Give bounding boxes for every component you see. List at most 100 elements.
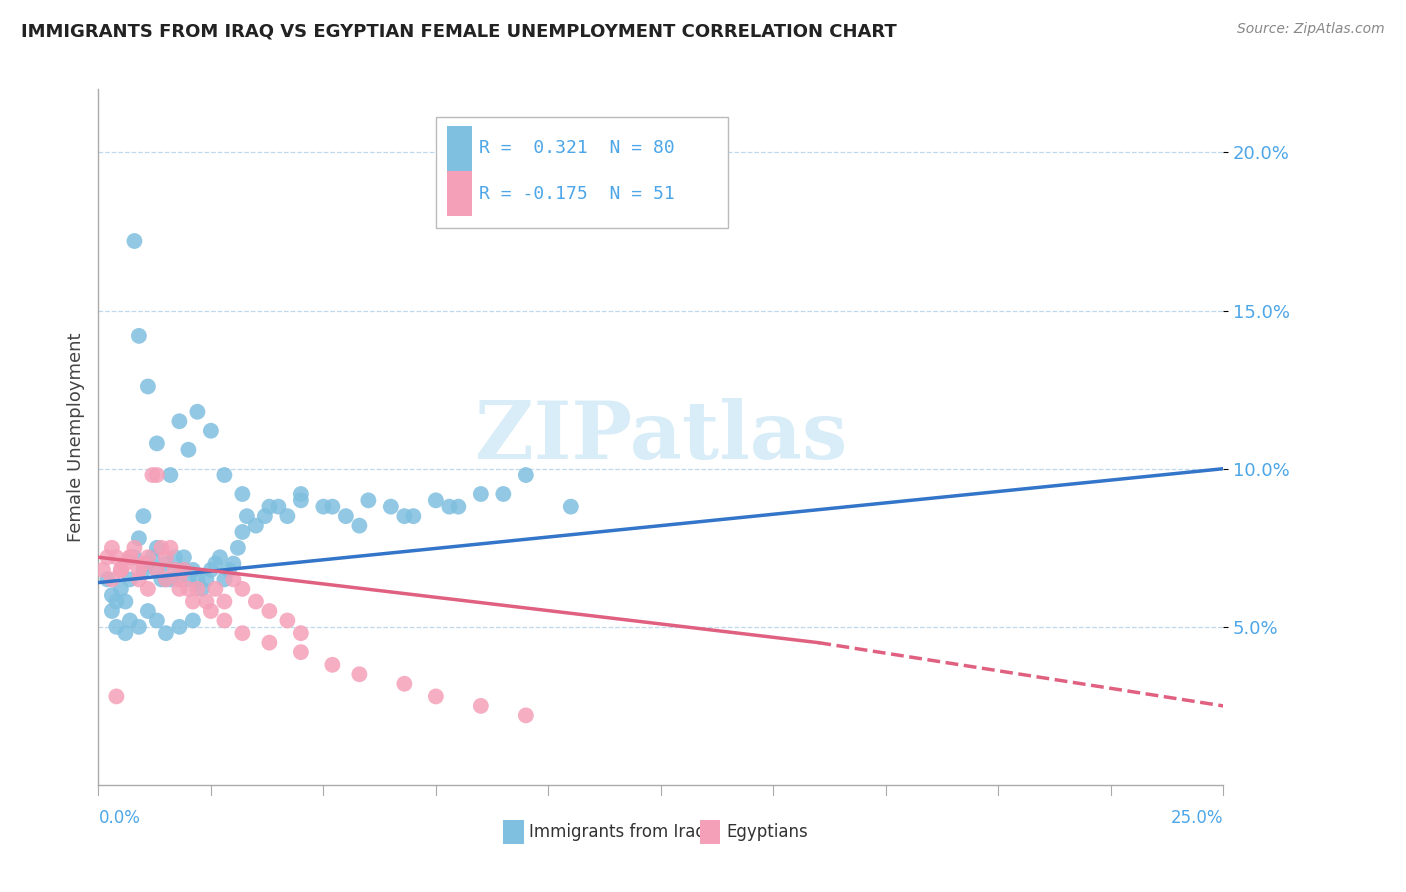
Point	[191, 582, 214, 596]
Point	[200, 604, 222, 618]
Bar	[447, 170, 472, 216]
Point	[380, 500, 402, 514]
Point	[114, 557, 136, 571]
Point	[560, 500, 582, 514]
Point	[259, 500, 281, 514]
Text: ZIPatlas: ZIPatlas	[475, 398, 846, 476]
Point	[146, 541, 169, 555]
Point	[321, 657, 343, 672]
Point	[253, 509, 276, 524]
Point	[290, 645, 312, 659]
Point	[335, 509, 357, 524]
Point	[173, 563, 195, 577]
Point	[402, 509, 425, 524]
Point	[146, 468, 169, 483]
Point	[132, 563, 155, 577]
Y-axis label: Female Unemployment: Female Unemployment	[66, 333, 84, 541]
Point	[91, 563, 114, 577]
Point	[128, 620, 150, 634]
Point	[169, 563, 191, 577]
Bar	[447, 126, 472, 171]
Point	[136, 379, 159, 393]
Point	[222, 573, 245, 587]
Point	[101, 604, 124, 618]
Point	[231, 524, 253, 539]
Text: Source: ZipAtlas.com: Source: ZipAtlas.com	[1237, 22, 1385, 37]
Text: Immigrants from Iraq: Immigrants from Iraq	[529, 822, 706, 840]
Point	[101, 588, 124, 602]
Point	[114, 594, 136, 608]
Point	[231, 487, 253, 501]
Point	[515, 708, 537, 723]
Point	[186, 582, 208, 596]
Point	[150, 541, 173, 555]
Point	[236, 509, 259, 524]
Point	[105, 550, 128, 565]
Point	[146, 614, 169, 628]
Point	[136, 550, 159, 565]
Point	[195, 573, 218, 587]
Point	[118, 614, 141, 628]
Point	[96, 550, 118, 565]
Point	[132, 557, 155, 571]
Point	[155, 573, 177, 587]
Point	[470, 698, 492, 713]
Point	[169, 620, 191, 634]
Point	[181, 594, 204, 608]
Point	[181, 563, 204, 577]
Point	[124, 550, 146, 565]
Point	[394, 677, 416, 691]
Point	[96, 573, 118, 587]
Point	[290, 493, 312, 508]
Point	[110, 582, 132, 596]
Bar	[700, 820, 720, 844]
Point	[146, 436, 169, 450]
Point	[136, 557, 159, 571]
Point	[159, 468, 181, 483]
Point	[290, 487, 312, 501]
Point	[492, 487, 515, 501]
Point	[186, 405, 208, 419]
Point	[394, 509, 416, 524]
Point	[226, 541, 249, 555]
Point	[177, 582, 200, 596]
Point	[515, 468, 537, 483]
Bar	[503, 820, 523, 844]
Point	[276, 614, 298, 628]
Point	[177, 442, 200, 457]
Point	[169, 582, 191, 596]
Point	[214, 573, 236, 587]
Point	[124, 234, 146, 248]
Point	[101, 573, 124, 587]
Point	[447, 500, 470, 514]
Point	[290, 626, 312, 640]
Point	[128, 573, 150, 587]
Point	[231, 626, 253, 640]
Point	[159, 573, 181, 587]
Point	[132, 509, 155, 524]
Text: IMMIGRANTS FROM IRAQ VS EGYPTIAN FEMALE UNEMPLOYMENT CORRELATION CHART: IMMIGRANTS FROM IRAQ VS EGYPTIAN FEMALE …	[21, 22, 897, 40]
Point	[214, 468, 236, 483]
Point	[155, 626, 177, 640]
Point	[425, 690, 447, 704]
Point	[214, 594, 236, 608]
Point	[357, 493, 380, 508]
Point	[200, 424, 222, 438]
Point	[245, 518, 267, 533]
Point	[110, 563, 132, 577]
Point	[349, 518, 371, 533]
Point	[105, 594, 128, 608]
Point	[128, 329, 150, 343]
Point	[101, 541, 124, 555]
Point	[214, 614, 236, 628]
Point	[110, 563, 132, 577]
Bar	[436, 117, 728, 228]
Point	[208, 550, 231, 565]
Point	[173, 550, 195, 565]
Point	[118, 550, 141, 565]
Text: Egyptians: Egyptians	[725, 822, 808, 840]
Point	[181, 614, 204, 628]
Point	[204, 557, 226, 571]
Point	[204, 582, 226, 596]
Point	[136, 604, 159, 618]
